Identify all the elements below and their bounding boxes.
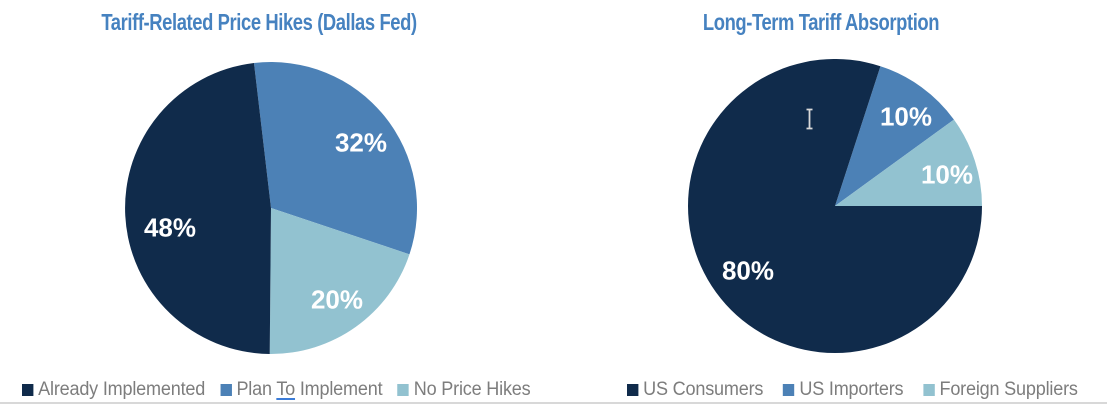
data-label-foreign-suppliers: 10%: [920, 159, 974, 190]
data-label-no-price-hikes: 20%: [310, 284, 364, 315]
pie-slice-us-consumers: [688, 59, 982, 353]
grammar-underlined-word: To: [276, 379, 296, 400]
legend-label: Foreign Suppliers: [939, 379, 1078, 400]
legend-item-foreign-suppliers: Foreign Suppliers: [923, 379, 1078, 401]
data-label-plan-to-implement: 32%: [334, 127, 388, 158]
text-cursor-icon: [806, 108, 813, 130]
legend-swatch-icon: [783, 384, 795, 396]
legend-label: Plan To Implement: [236, 379, 383, 400]
legend-label: US Importers: [799, 379, 904, 400]
left-chart-title: Tariff-Related Price Hikes (Dallas Fed): [101, 9, 417, 35]
legend-swatch-icon: [22, 384, 34, 396]
left-pie-chart[interactable]: [125, 62, 417, 354]
pie-slice-plan-to-implement: [253, 62, 417, 255]
legend-label: US Consumers: [643, 379, 764, 400]
pie-slice-no-price-hikes: [269, 208, 410, 354]
right-pie-chart[interactable]: [688, 59, 982, 353]
legend-item-no-price-hikes: No Price Hikes: [397, 379, 531, 401]
right-chart-title: Long-Term Tariff Absorption: [702, 9, 940, 35]
data-label-us-consumers: 80%: [721, 255, 775, 286]
pie-slice-foreign-suppliers: [835, 119, 982, 206]
bottom-border-line: [0, 402, 1107, 404]
right-chart-legend: US Consumers US Importers Foreign Supplier…: [627, 379, 1078, 401]
pie-slice-already-implemented: [125, 63, 271, 354]
legend-item-plan-to-implement: Plan To Implement: [220, 379, 383, 401]
left-chart-legend: Already Implemented Plan To Implement No P…: [22, 379, 531, 401]
legend-label: No Price Hikes: [413, 379, 531, 400]
data-label-already-implemented: 48%: [143, 212, 197, 243]
legend-swatch-icon: [220, 384, 232, 396]
data-label-us-importers: 10%: [879, 101, 933, 132]
pie-slice-us-importers: [835, 66, 954, 206]
legend-label: Already Implemented: [38, 379, 206, 400]
legend-item-already-implemented: Already Implemented: [22, 379, 205, 401]
legend-swatch-icon: [397, 384, 410, 396]
legend-item-us-importers: US Importers: [783, 379, 904, 401]
legend-swatch-icon: [627, 384, 639, 396]
legend-swatch-icon: [923, 384, 935, 396]
legend-item-us-consumers: US Consumers: [627, 379, 763, 401]
